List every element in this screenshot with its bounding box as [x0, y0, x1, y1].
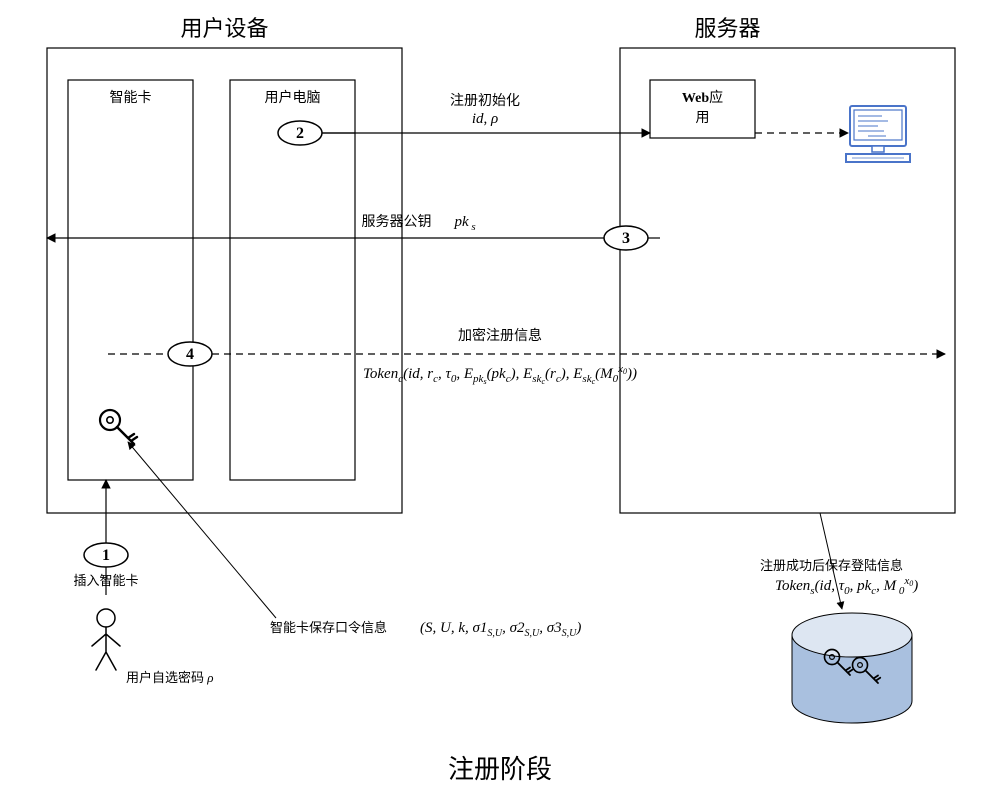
monitor-icon: [846, 106, 910, 162]
msg4-formula: Tokenc(id, rc, τ0, Epks(pkc), Eskc(rc), …: [363, 363, 637, 386]
label-user-password: 用户自选密码 ρ: [126, 670, 214, 685]
box-smartcard: [68, 80, 193, 480]
step-1-num: 1: [102, 547, 110, 564]
msg2-cn: 注册初始化: [450, 92, 520, 108]
web-app-label-2: 用: [696, 109, 710, 125]
step-2-num: 2: [296, 125, 304, 142]
msg3-cn: 服务器公钥: [362, 213, 432, 229]
msg4-cn: 加密注册信息: [458, 327, 542, 343]
label-insert-card: 插入智能卡: [73, 573, 138, 588]
box-user-pc-label: 用户电脑: [265, 89, 321, 105]
label-server-save: 注册成功后保存登陆信息: [760, 558, 903, 573]
label-card-save: 智能卡保存口令信息: [270, 620, 387, 635]
label-card-save-formula: (S, U, k, σ1S,U, σ2S,U, σ3S,U): [420, 620, 581, 639]
arrow-card-save: [128, 442, 276, 618]
msg3-formula: pk s: [454, 214, 476, 233]
step-3-num: 3: [622, 230, 630, 247]
database-icon: [792, 613, 912, 723]
title-server: 服务器: [694, 16, 760, 41]
box-smartcard-label: 智能卡: [110, 89, 152, 105]
key-icon: [100, 410, 137, 444]
step-4-num: 4: [186, 346, 194, 363]
web-app-label-1: Web应: [682, 89, 723, 106]
person-icon: [92, 609, 120, 670]
box-user-device: [47, 48, 402, 513]
label-server-save-formula: Tokens(id, τ0, pkc, M 0x0): [775, 575, 918, 597]
title-bottom: 注册阶段: [448, 754, 552, 784]
title-user-device: 用户设备: [180, 16, 268, 41]
msg2-formula: id, ρ: [472, 111, 498, 127]
